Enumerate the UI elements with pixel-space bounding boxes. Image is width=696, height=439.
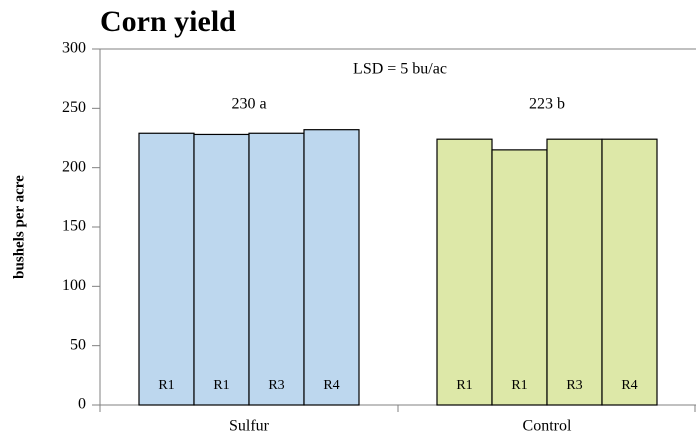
group-label: 230 a — [231, 96, 266, 113]
y-axis-label: bushels per acre — [11, 175, 27, 279]
y-tick-label: 200 — [62, 158, 86, 175]
group-label: 223 b — [529, 96, 565, 113]
bar-label: R3 — [268, 378, 284, 393]
bar-label: R1 — [158, 378, 174, 393]
y-tick-label: 150 — [62, 218, 86, 235]
y-tick-label: 0 — [78, 396, 86, 413]
y-tick-label: 100 — [62, 277, 86, 294]
annotation: LSD = 5 bu/ac — [353, 61, 447, 78]
y-tick-label: 300 — [62, 40, 86, 57]
bar — [138, 132, 195, 406]
bar — [491, 149, 548, 406]
bar — [303, 129, 360, 406]
bar-label: R4 — [323, 378, 339, 393]
x-tick-label: Sulfur — [229, 418, 270, 435]
bar — [436, 138, 493, 406]
bar-label: R4 — [621, 378, 637, 393]
x-tick-label: Control — [523, 418, 572, 435]
bar — [248, 132, 305, 406]
bar-label: R1 — [511, 378, 527, 393]
chart-title: Corn yield — [100, 5, 236, 38]
bar-label: R3 — [566, 378, 582, 393]
bar-label: R1 — [213, 378, 229, 393]
bar — [546, 138, 603, 406]
bar-label: R1 — [456, 378, 472, 393]
bar — [601, 138, 658, 406]
bar — [193, 133, 250, 406]
y-tick-label: 250 — [62, 99, 86, 116]
y-tick-label: 50 — [70, 336, 86, 353]
